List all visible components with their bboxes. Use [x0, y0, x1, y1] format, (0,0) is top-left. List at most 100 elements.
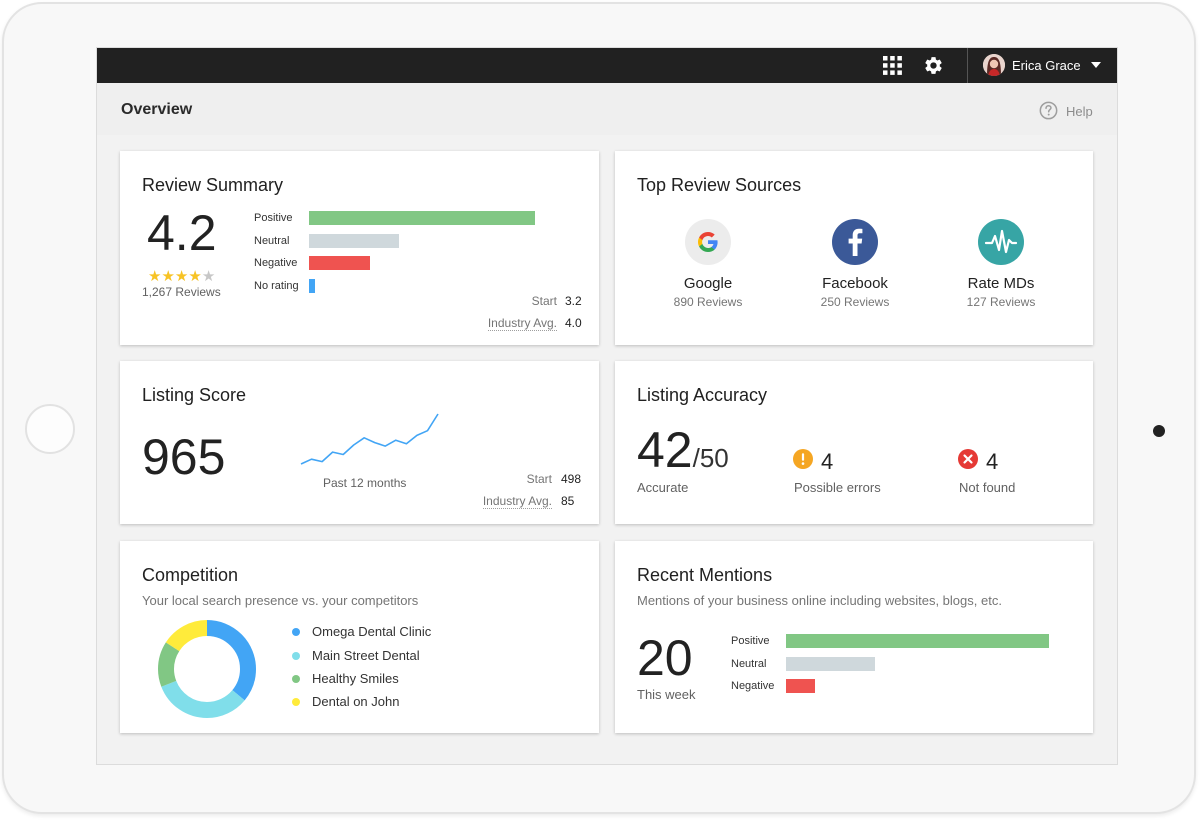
bar-label: Positive [254, 212, 293, 224]
source-count: 250 Reviews [820, 295, 890, 309]
bar-neutral[interactable] [309, 233, 399, 248]
user-name: Erica Grace [1012, 58, 1081, 73]
possible-errors[interactable]: 4 Possible errors [793, 449, 913, 499]
legend-dot [292, 675, 300, 683]
start-value: 3.2 [565, 294, 582, 308]
bar-negative[interactable] [309, 256, 370, 271]
source-count: 127 Reviews [966, 295, 1036, 309]
source-name: Rate MDs [967, 275, 1035, 292]
legend-label: Healthy Smiles [312, 671, 399, 686]
legend-label: Omega Dental Clinic [312, 624, 432, 639]
listing-accuracy-card[interactable]: Listing Accuracy 42/50 Accurate 4 Possib… [615, 361, 1093, 524]
donut-slice-omega-dental-clinic[interactable] [158, 620, 256, 718]
star-filled-icon: ★ [161, 268, 175, 285]
bar-label: Negative [254, 257, 298, 270]
not-found-label: Not found [959, 480, 1016, 495]
listing-score-title: Listing Score [142, 385, 247, 405]
source-google[interactable]: Google 890 Reviews [638, 219, 778, 309]
bar-neutral[interactable] [786, 656, 875, 671]
legend-label: Main Street Dental [312, 648, 420, 663]
legend-dot [292, 628, 300, 636]
accuracy-score: 42/50 [637, 421, 729, 479]
competition-subtitle: Your local search presence vs. your comp… [142, 593, 419, 608]
home-button [25, 404, 75, 454]
mentions-period: This week [637, 687, 696, 702]
top-bar: Erica Grace [97, 48, 1117, 83]
listing-score-sparkline [300, 413, 439, 465]
bar-negative[interactable] [786, 679, 815, 694]
competition-donut-chart [158, 620, 256, 718]
ratemds-icon [978, 219, 1024, 265]
competition-card[interactable]: Competition Your local search presence v… [120, 541, 599, 733]
apps-grid-icon[interactable] [883, 56, 902, 75]
donut-slice-healthy-smiles[interactable] [158, 620, 256, 718]
chevron-down-icon[interactable] [1091, 62, 1101, 69]
bar-positive[interactable] [309, 211, 535, 225]
source-name: Google [683, 275, 733, 292]
accurate-label: Accurate [637, 480, 689, 495]
warning-icon [793, 449, 813, 469]
bar-label: Neutral [254, 234, 290, 247]
industry-avg-label[interactable]: Industry Avg. [487, 316, 557, 331]
gear-icon[interactable] [923, 55, 944, 76]
listing-score-value: 965 [142, 429, 226, 485]
listing-accuracy-title: Listing Accuracy [637, 385, 768, 405]
competition-title: Competition [142, 565, 239, 585]
start-value: 498 [561, 472, 582, 486]
start-label: Start [526, 472, 552, 486]
bar-label: Neutral [731, 657, 767, 670]
listing-score-card[interactable]: Listing Score 965 Past 12 months Start 4… [120, 361, 599, 524]
donut-slice-main-street-dental[interactable] [158, 620, 256, 718]
industry-avg-value: 85 [561, 494, 575, 508]
recent-mentions-title: Recent Mentions [637, 565, 773, 585]
sparkline-line [300, 413, 439, 465]
review-summary-card[interactable]: Review Summary 4.2 ★★★★★ 1,267 Reviews P… [120, 151, 599, 345]
not-found[interactable]: 4 Not found [958, 449, 1078, 499]
top-sources-title: Top Review Sources [637, 175, 802, 195]
review-count: 1,267 Reviews [142, 285, 221, 299]
accuracy-total: /50 [692, 443, 729, 473]
app-screen: Erica Grace Overview Help Review Summary… [96, 47, 1118, 765]
legend-dot [292, 652, 300, 660]
sparkline-caption: Past 12 months [323, 476, 407, 490]
bar-positive[interactable] [786, 634, 1049, 648]
recent-mentions-subtitle: Mentions of your business online includi… [637, 593, 1002, 608]
star-filled-icon: ★ [188, 268, 202, 285]
help-label: Help [1066, 104, 1093, 119]
bar-label: No rating [254, 279, 299, 292]
facebook-icon [832, 219, 878, 265]
legend-label: Dental on John [312, 694, 400, 709]
mentions-count: 20 [637, 630, 693, 686]
source-ratemds[interactable]: Rate MDs 127 Reviews [931, 219, 1071, 309]
source-count: 890 Reviews [673, 295, 743, 309]
bar-label: Positive [731, 635, 770, 647]
page-header: Overview Help [97, 83, 1117, 135]
legend-dot [292, 698, 300, 706]
user-menu[interactable]: Erica Grace [968, 48, 1117, 83]
topbar-divider [967, 48, 968, 83]
errors-count: 4 [821, 449, 834, 474]
average-rating: 4.2 [147, 205, 217, 261]
industry-avg-label[interactable]: Industry Avg. [482, 494, 552, 509]
star-rating: ★★★★★ [148, 267, 215, 285]
error-icon [958, 449, 978, 469]
review-summary-title: Review Summary [142, 175, 284, 195]
top-review-sources-card[interactable]: Top Review Sources Google 890 Reviews [615, 151, 1093, 345]
google-icon [685, 219, 731, 265]
source-facebook[interactable]: Facebook 250 Reviews [785, 219, 925, 309]
accurate-count: 42 [637, 422, 693, 478]
bar-label: Negative [731, 680, 775, 693]
help-icon [1039, 101, 1058, 120]
page-title: Overview [121, 101, 193, 118]
star-filled-icon: ★ [148, 268, 162, 285]
bar-no-rating[interactable] [309, 278, 315, 293]
source-name: Facebook [822, 275, 888, 292]
start-label: Start [531, 294, 557, 308]
star-filled-icon: ★ [174, 268, 189, 285]
errors-label: Possible errors [794, 480, 881, 495]
industry-avg-value: 4.0 [565, 316, 582, 330]
star-empty-icon: ★ [201, 268, 216, 285]
not-found-count: 4 [986, 449, 999, 474]
recent-mentions-card[interactable]: Recent Mentions Mentions of your busines… [615, 541, 1093, 733]
avatar [983, 54, 1005, 76]
